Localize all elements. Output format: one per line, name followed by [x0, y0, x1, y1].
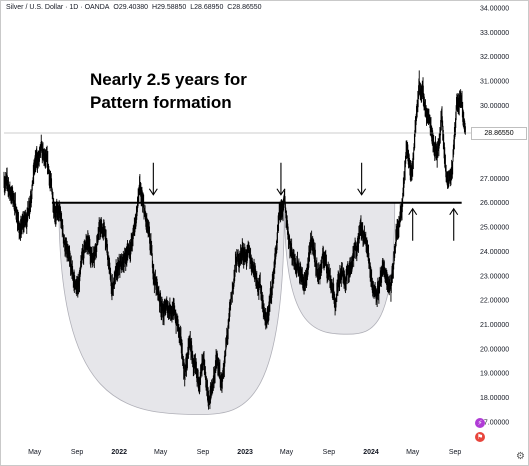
low-value: L28.68950 [190, 4, 224, 11]
y-tick-label: 32.00000 [480, 54, 509, 61]
flag-icon[interactable]: ⚑ [475, 432, 485, 442]
close-value: C28.86550 [227, 4, 262, 11]
x-tick-label: 2024 [363, 449, 379, 456]
annotation-line-2: Pattern formation [90, 93, 232, 112]
x-tick-label: 2022 [111, 449, 127, 456]
high-value: H29.58850 [152, 4, 187, 11]
settings-icon[interactable]: ⚙ [516, 451, 525, 462]
y-tick-label: 23.00000 [480, 273, 509, 280]
y-tick-label: 21.00000 [480, 322, 509, 329]
open-value: O29.40380 [113, 4, 149, 11]
x-tick-label: May [406, 449, 420, 456]
symbol-legend: Silver / U.S. Dollar · 1D · OANDA O29.40… [6, 4, 264, 11]
x-tick-label: May [280, 449, 294, 456]
y-tick-label: 31.00000 [480, 79, 509, 86]
y-tick-label: 34.00000 [480, 6, 509, 13]
y-tick-label: 22.00000 [480, 298, 509, 305]
arrow-down-2 [276, 162, 286, 196]
x-tick-label: Sep [71, 449, 84, 456]
cup-pattern-layer [58, 202, 396, 415]
y-tick-label: 30.00000 [480, 103, 509, 110]
y-tick-label: 33.00000 [480, 30, 509, 37]
x-tick-label: Sep [323, 449, 336, 456]
x-tick-label: May [154, 449, 168, 456]
arrow-layer [148, 162, 459, 241]
x-tick-label: Sep [449, 449, 462, 456]
arrow-up-5 [449, 207, 459, 241]
y-tick-label: 20.00000 [480, 346, 509, 353]
y-tick-label: 17.00000 [480, 419, 509, 426]
x-tick-label: May [28, 449, 42, 456]
x-axis: May Sep 2022 May Sep 2023 May Sep 2024 May Sep [28, 449, 461, 456]
price-series-layer [3, 70, 466, 410]
arrow-down-1 [148, 162, 158, 196]
arrow-up-4 [408, 207, 418, 241]
annotation-line-1: Nearly 2.5 years for [90, 70, 247, 89]
symbol-label: Silver / U.S. Dollar · 1D · OANDA [6, 4, 110, 11]
current-price-tag: 28.86550 [471, 126, 527, 140]
x-tick-label: Sep [197, 449, 210, 456]
y-tick-label: 27.00000 [480, 176, 509, 183]
pattern-annotation: Nearly 2.5 years for Pattern formation [90, 68, 247, 114]
y-tick-label: 24.00000 [480, 249, 509, 256]
y-tick-label: 26.00000 [480, 200, 509, 207]
x-tick-label: 2023 [237, 449, 253, 456]
lightning-icon[interactable]: ⚡ [475, 418, 485, 428]
y-tick-label: 19.00000 [480, 371, 509, 378]
y-tick-label: 25.00000 [480, 225, 509, 232]
y-axis: 34.00000 33.00000 32.00000 31.00000 30.00000… [480, 6, 509, 427]
y-tick-label: 18.00000 [480, 395, 509, 402]
arrow-down-3 [357, 162, 367, 196]
